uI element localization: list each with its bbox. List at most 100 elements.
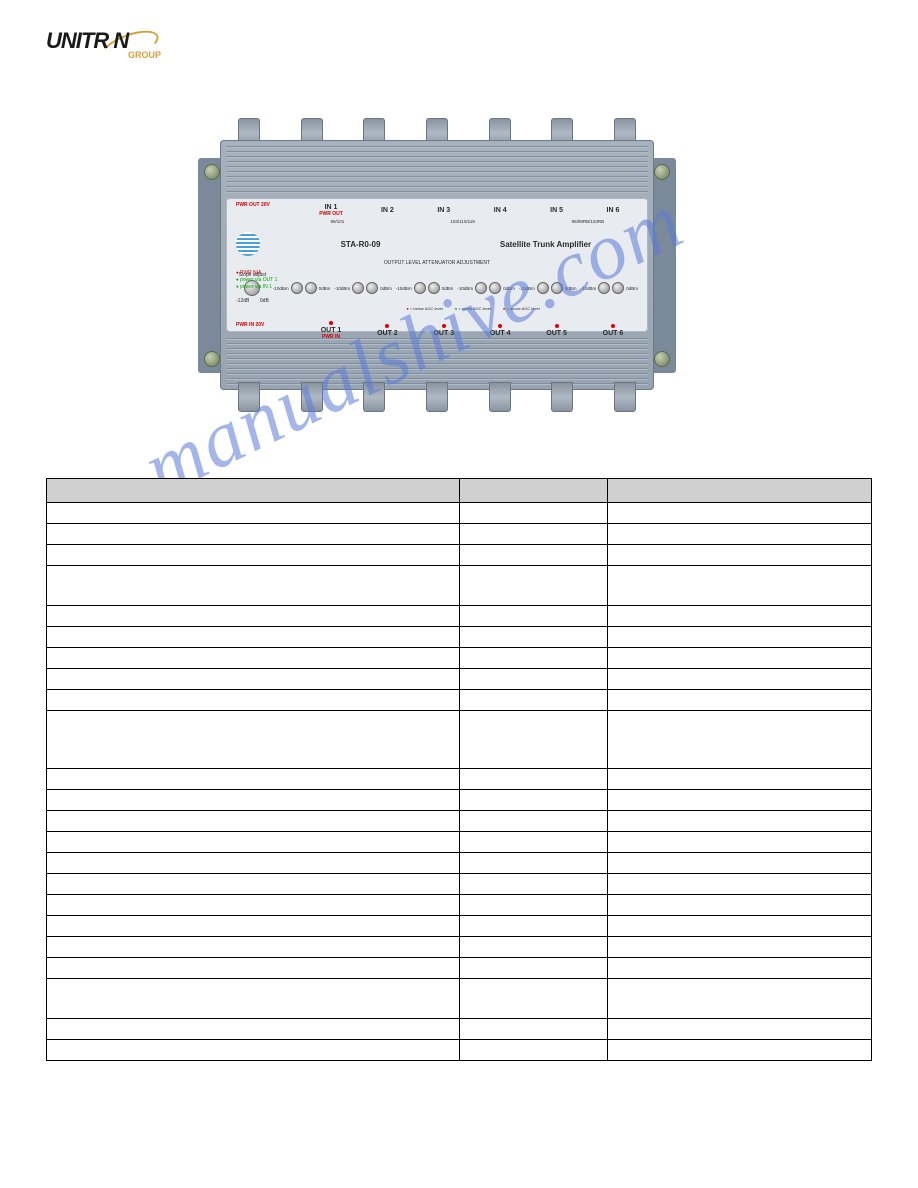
screw-icon	[654, 164, 670, 180]
table-cell	[459, 566, 608, 606]
table-row	[47, 790, 872, 811]
table-cell	[459, 958, 608, 979]
table-cell	[459, 1019, 608, 1040]
table-cell	[608, 895, 872, 916]
table-row	[47, 711, 872, 769]
att-knob-pair: -10dBm0dBm	[519, 282, 577, 294]
device-image: PWR OUT 20V IN 1PWR OUT IN 2 IN 3 IN 4 I…	[198, 120, 676, 410]
table-cell	[459, 690, 608, 711]
table-cell	[608, 832, 872, 853]
bottom-connectors	[238, 382, 636, 412]
table-cell	[459, 524, 608, 545]
table-cell	[47, 937, 460, 958]
table-cell	[608, 690, 872, 711]
table-cell	[608, 545, 872, 566]
knob-row: Slope adjust -12dB0dB -10dBm0dBm -10dBm0…	[236, 272, 638, 304]
table-cell	[608, 1019, 872, 1040]
table-cell	[459, 916, 608, 937]
table-row	[47, 979, 872, 1019]
connector	[489, 382, 511, 412]
table-cell	[459, 874, 608, 895]
connector	[363, 382, 385, 412]
table-row	[47, 524, 872, 545]
in-label: IN 6	[588, 207, 638, 214]
table-cell	[459, 937, 608, 958]
table-row	[47, 853, 872, 874]
logo-subtext: GROUP	[128, 50, 161, 60]
device-title: Satellite Trunk Amplifier	[453, 240, 638, 249]
table-row	[47, 669, 872, 690]
table-cell	[608, 958, 872, 979]
table-cell	[608, 979, 872, 1019]
table-row	[47, 627, 872, 648]
table-cell	[47, 979, 460, 1019]
table-cell	[459, 1040, 608, 1061]
logo-text: UNITR N	[46, 28, 128, 53]
table-cell	[608, 790, 872, 811]
connector	[551, 382, 573, 412]
connector	[238, 382, 260, 412]
table-cell	[608, 606, 872, 627]
table-cell	[47, 811, 460, 832]
table-cell	[608, 627, 872, 648]
freq-label: 95/99RB/103RB	[557, 219, 620, 224]
table-cell	[47, 769, 460, 790]
table-cell	[459, 832, 608, 853]
att-logo-icon	[236, 232, 260, 256]
att-knob-pair: -10dBm0dBm	[273, 282, 331, 294]
att-knob-pair: -10dBm0dBm	[396, 282, 454, 294]
table-row	[47, 937, 872, 958]
in-label: IN 2	[362, 207, 412, 214]
table-cell	[608, 937, 872, 958]
table-cell	[459, 627, 608, 648]
table-cell	[459, 669, 608, 690]
screw-icon	[654, 351, 670, 367]
table-row	[47, 566, 872, 606]
table-row	[47, 916, 872, 937]
table-cell	[47, 853, 460, 874]
table-cell	[608, 916, 872, 937]
table-cell	[608, 769, 872, 790]
table-cell	[608, 503, 872, 524]
table-row	[47, 811, 872, 832]
freq-label: 99/101	[306, 219, 369, 224]
pwr-out-label: PWR OUT 20V	[236, 202, 270, 208]
table-cell	[47, 832, 460, 853]
table-cell	[459, 711, 608, 769]
table-row	[47, 874, 872, 895]
table-cell	[459, 895, 608, 916]
att-knob-pair: -10dBm0dBm	[334, 282, 392, 294]
connector	[301, 382, 323, 412]
in-label: IN 5	[532, 207, 582, 214]
connector	[614, 382, 636, 412]
table-row	[47, 1019, 872, 1040]
table-cell	[459, 545, 608, 566]
model-row: STA-R0-09 Satellite Trunk Amplifier	[236, 232, 638, 256]
table-cell	[459, 790, 608, 811]
heatsink-fins-top	[220, 140, 654, 198]
table-cell	[608, 566, 872, 606]
table-row	[47, 832, 872, 853]
table-cell	[47, 711, 460, 769]
table-cell	[47, 895, 460, 916]
pwr-in-label: PWR IN 20V	[236, 322, 264, 328]
table-header	[47, 479, 460, 503]
power-status: ● PWR N/A ● power via OUT 1 ● power via …	[236, 270, 277, 291]
agc-legend: ● = below AGC level	[406, 306, 442, 311]
table-cell	[459, 769, 608, 790]
table-cell	[47, 524, 460, 545]
table-row	[47, 503, 872, 524]
table-cell	[608, 669, 872, 690]
table-cell	[459, 979, 608, 1019]
in-label: IN 1PWR OUT	[306, 204, 356, 217]
table-cell	[47, 790, 460, 811]
table-cell	[47, 874, 460, 895]
table-header	[459, 479, 608, 503]
att-knob-pair: -10dBm0dBm	[457, 282, 515, 294]
table-cell	[459, 648, 608, 669]
table-cell	[608, 811, 872, 832]
table-row	[47, 958, 872, 979]
table-row	[47, 545, 872, 566]
table-cell	[608, 648, 872, 669]
agc-legend: ● = above AGC level	[503, 306, 540, 311]
